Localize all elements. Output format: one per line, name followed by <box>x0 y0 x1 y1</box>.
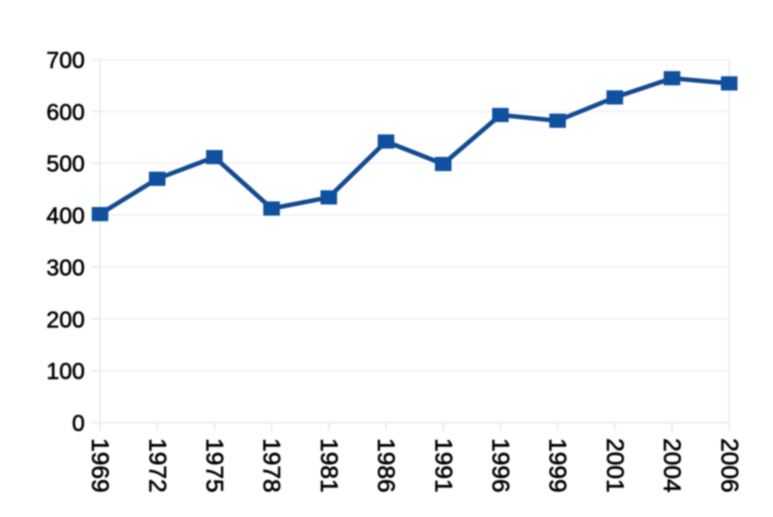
svg-text:1969: 1969 <box>86 438 113 493</box>
svg-text:600: 600 <box>46 99 84 125</box>
svg-text:300: 300 <box>46 254 84 280</box>
svg-text:200: 200 <box>46 306 84 332</box>
svg-text:0: 0 <box>72 410 85 436</box>
svg-text:700: 700 <box>46 47 84 73</box>
svg-text:400: 400 <box>46 203 84 229</box>
svg-text:1986: 1986 <box>372 438 399 493</box>
svg-text:2004: 2004 <box>658 438 685 493</box>
svg-text:1972: 1972 <box>143 438 170 493</box>
svg-text:2006: 2006 <box>715 438 742 493</box>
svg-text:100: 100 <box>46 358 84 384</box>
svg-text:2001: 2001 <box>601 438 628 493</box>
svg-text:1975: 1975 <box>201 438 228 493</box>
svg-text:1978: 1978 <box>258 438 285 493</box>
svg-text:1999: 1999 <box>544 438 571 493</box>
svg-text:1981: 1981 <box>315 438 342 493</box>
svg-text:500: 500 <box>46 151 84 177</box>
svg-text:1996: 1996 <box>487 438 514 493</box>
svg-text:1991: 1991 <box>429 438 456 493</box>
